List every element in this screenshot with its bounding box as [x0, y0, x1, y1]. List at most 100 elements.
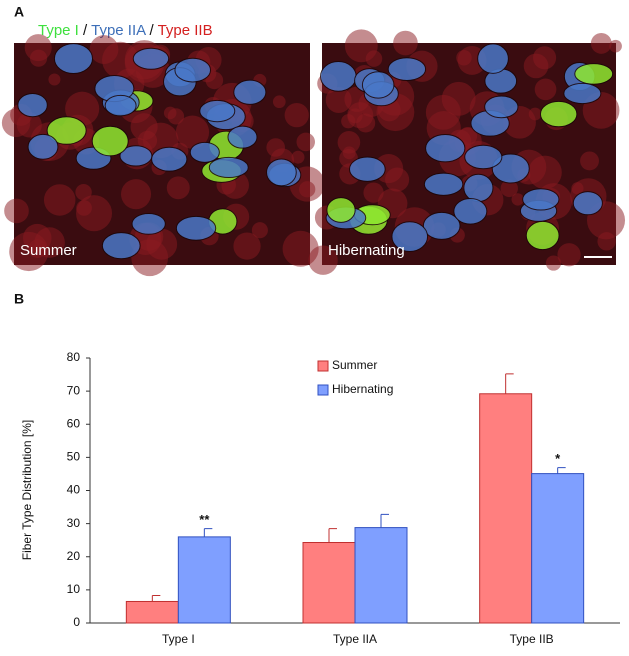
x-tick-label: Type I	[162, 632, 195, 646]
cell	[320, 61, 357, 92]
cell	[101, 232, 141, 260]
red-speckle	[89, 35, 119, 64]
red-speckle	[163, 106, 177, 120]
red-speckle	[43, 184, 76, 216]
bar	[479, 393, 533, 624]
red-speckle	[76, 195, 113, 232]
cell	[463, 173, 494, 203]
cell	[132, 47, 170, 70]
cell	[175, 215, 217, 241]
cell	[104, 94, 137, 117]
cell	[266, 158, 297, 187]
cell	[227, 125, 258, 149]
bar	[125, 600, 179, 624]
legend-label: Summer	[332, 358, 377, 372]
y-axis-label: Fiber Type Distribution [%]	[20, 420, 34, 561]
significance-label: *	[555, 451, 561, 466]
error-bar	[380, 513, 389, 528]
red-speckle	[299, 181, 316, 198]
error-bar	[505, 373, 514, 394]
red-speckle	[500, 179, 518, 198]
y-tick-label: 30	[67, 516, 81, 530]
red-speckle	[205, 71, 224, 90]
red-speckle	[342, 146, 356, 160]
cell	[477, 43, 509, 74]
legend-entry: Type IIA	[91, 22, 146, 39]
red-speckle	[363, 182, 384, 203]
cell	[131, 212, 166, 235]
cell	[233, 79, 267, 105]
red-speckle	[34, 227, 65, 258]
red-speckle	[233, 232, 261, 260]
cell	[525, 220, 560, 251]
red-speckle	[251, 222, 268, 239]
cell	[174, 57, 212, 83]
error-bar	[328, 528, 337, 543]
y-tick-label: 60	[67, 416, 81, 430]
error-bar	[203, 528, 213, 537]
cell	[464, 144, 503, 170]
cell	[199, 99, 236, 123]
cell	[189, 141, 220, 163]
red-speckle	[557, 243, 581, 267]
legend-swatch	[317, 360, 329, 372]
y-tick-label: 0	[73, 615, 80, 629]
y-tick-label: 70	[67, 383, 81, 397]
red-speckle	[356, 113, 376, 133]
red-speckle	[75, 183, 92, 201]
red-speckle	[571, 182, 584, 195]
bar	[302, 542, 356, 624]
cell	[453, 197, 488, 225]
red-speckle	[308, 245, 338, 275]
image-legend: Type I / Type IIA / Type IIB	[38, 22, 213, 39]
red-speckle	[534, 78, 557, 101]
cell	[522, 188, 560, 211]
red-speckle	[597, 232, 616, 251]
red-speckle	[166, 176, 190, 200]
red-speckle	[441, 81, 476, 116]
red-speckle	[545, 255, 562, 271]
cell	[91, 125, 129, 157]
error-bar	[151, 595, 161, 602]
legend-label: Hibernating	[332, 382, 393, 396]
y-tick-label: 50	[67, 450, 81, 464]
cell	[391, 221, 429, 252]
red-speckle	[533, 46, 557, 70]
cell	[361, 71, 395, 99]
red-speckle	[120, 179, 152, 210]
red-speckle	[365, 50, 383, 67]
red-speckle	[580, 151, 599, 171]
panel-label: A	[14, 4, 24, 20]
cell	[208, 156, 249, 179]
red-speckle	[337, 130, 361, 154]
cell	[484, 95, 519, 119]
bar	[177, 536, 231, 624]
red-speckle	[528, 107, 542, 121]
cell	[574, 63, 614, 85]
red-speckle	[284, 103, 309, 128]
y-tick-label: 40	[67, 483, 81, 497]
image-label: Summer	[20, 242, 77, 259]
red-speckle	[48, 73, 61, 86]
red-speckle	[29, 49, 48, 67]
red-speckle	[4, 198, 29, 224]
cell	[387, 57, 427, 81]
cell	[572, 191, 603, 216]
panel-label: B	[14, 291, 24, 307]
cell	[491, 153, 530, 184]
cell	[423, 172, 464, 196]
legend-swatch	[317, 384, 329, 396]
micrographs: Summer Hibernating	[1, 29, 626, 277]
x-tick-label: Type IIA	[333, 632, 377, 646]
cell	[53, 43, 94, 75]
cell	[563, 82, 602, 105]
bar	[531, 473, 585, 624]
cell	[539, 100, 578, 128]
y-tick-label: 10	[67, 582, 81, 596]
red-speckle	[609, 39, 622, 53]
significance-label: **	[199, 512, 210, 527]
red-speckle	[325, 87, 352, 113]
red-speckle	[291, 150, 305, 164]
cell	[422, 211, 461, 240]
